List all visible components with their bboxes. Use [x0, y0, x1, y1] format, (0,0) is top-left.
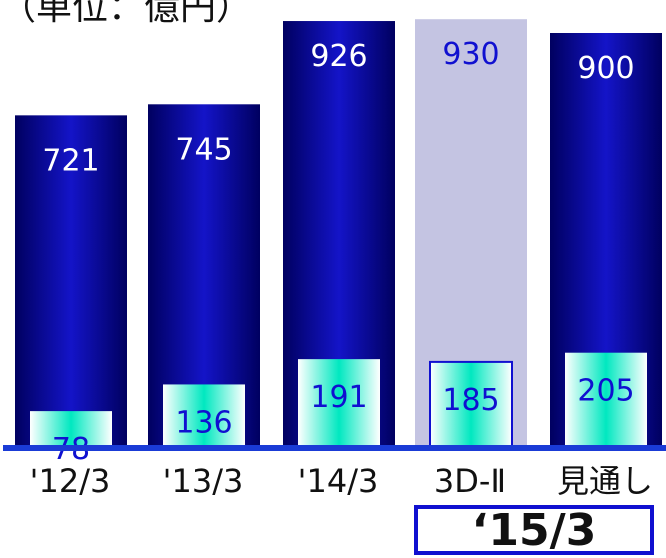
value-label-inner-2: 191: [310, 380, 367, 415]
bar-inner-0: [30, 411, 112, 447]
bar-inner-2: [298, 359, 380, 447]
value-label-total-2: 926: [310, 39, 367, 74]
period-label: ‘15/3: [471, 504, 597, 556]
x-tick-label-2: '14/3: [298, 462, 379, 500]
unit-label: （単位：億円）: [0, 0, 253, 28]
value-label-inner-1: 136: [175, 405, 232, 440]
x-tick-label-4: 見通し: [557, 462, 653, 500]
period-label-box: ‘15/3: [414, 504, 654, 556]
x-tick-label-1: '13/3: [163, 462, 244, 500]
x-tick-label-3: 3D-Ⅱ: [434, 462, 506, 500]
value-label-total-4: 900: [577, 51, 634, 86]
value-label-inner-3: 185: [442, 383, 499, 418]
bar-inner-1: [163, 384, 245, 447]
bar-inner-4: [565, 352, 647, 447]
value-label-total-1: 745: [175, 132, 232, 167]
bar-inner-3: [429, 360, 513, 448]
value-label-total-3: 930: [442, 37, 499, 72]
x-tick-label-0: '12/3: [30, 462, 111, 500]
x-axis-baseline: [3, 445, 666, 451]
bar-total-0: [15, 115, 127, 447]
value-label-inner-4: 205: [577, 374, 634, 409]
value-label-total-0: 721: [42, 143, 99, 178]
